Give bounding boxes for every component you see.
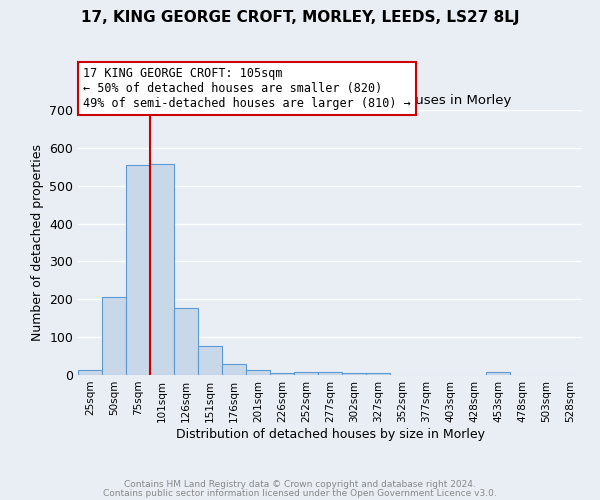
- Bar: [102, 298, 126, 375]
- Text: 17, KING GEORGE CROFT, MORLEY, LEEDS, LS27 8LJ: 17, KING GEORGE CROFT, MORLEY, LEEDS, LS…: [81, 10, 519, 25]
- Bar: [78, 370, 102, 375]
- Bar: [222, 364, 246, 375]
- Bar: [486, 372, 510, 375]
- Bar: [150, 164, 174, 375]
- Bar: [198, 346, 222, 375]
- Bar: [246, 370, 270, 375]
- Bar: [270, 373, 294, 375]
- Bar: [294, 372, 318, 375]
- Bar: [174, 308, 198, 375]
- Text: 17 KING GEORGE CROFT: 105sqm
← 50% of detached houses are smaller (820)
49% of s: 17 KING GEORGE CROFT: 105sqm ← 50% of de…: [83, 67, 411, 110]
- Title: Size of property relative to detached houses in Morley: Size of property relative to detached ho…: [149, 94, 511, 108]
- X-axis label: Distribution of detached houses by size in Morley: Distribution of detached houses by size …: [176, 428, 485, 440]
- Bar: [366, 373, 390, 375]
- Text: Contains public sector information licensed under the Open Government Licence v3: Contains public sector information licen…: [103, 489, 497, 498]
- Bar: [318, 372, 342, 375]
- Bar: [126, 165, 150, 375]
- Text: Contains HM Land Registry data © Crown copyright and database right 2024.: Contains HM Land Registry data © Crown c…: [124, 480, 476, 489]
- Bar: [342, 373, 366, 375]
- Y-axis label: Number of detached properties: Number of detached properties: [31, 144, 44, 341]
